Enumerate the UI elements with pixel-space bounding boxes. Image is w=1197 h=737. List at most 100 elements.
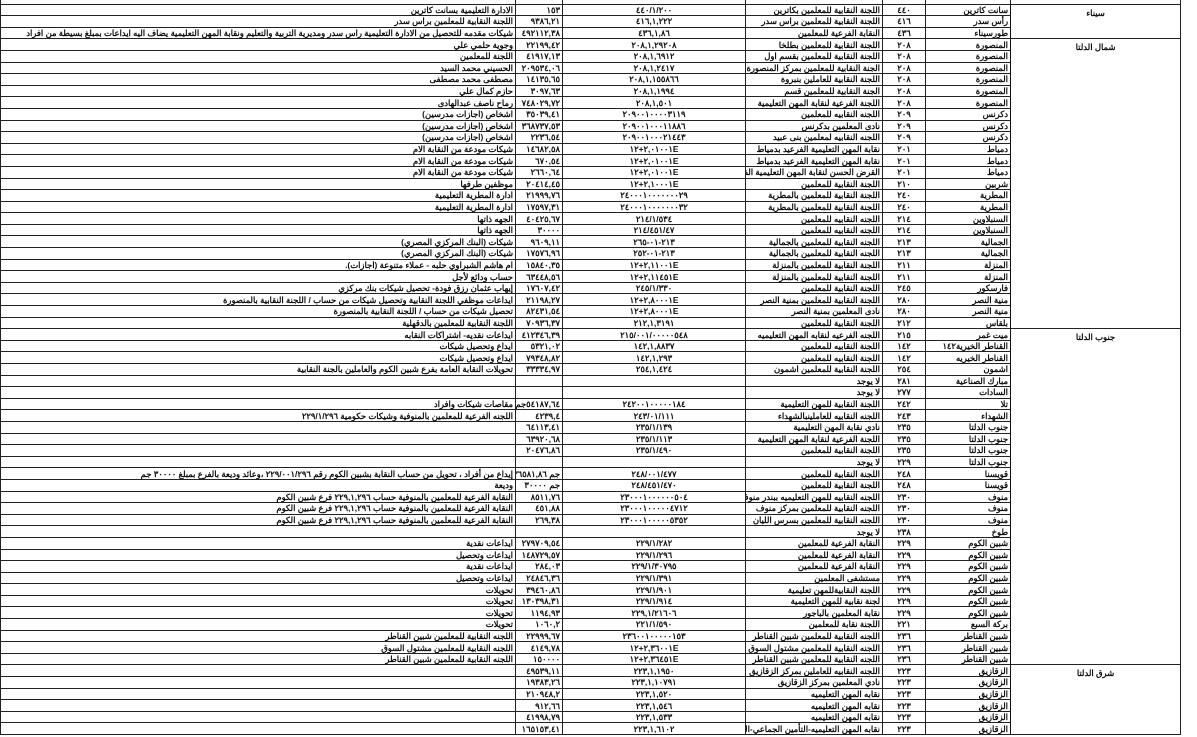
entity-name-cell: اللجنه النقابية للمعلمين بسرس الليان	[745, 513, 883, 527]
amount-cell: ٤١٩٩٨,٧٩	[515, 710, 563, 724]
city-cell: الزقازيق	[925, 687, 1011, 701]
description-cell	[0, 699, 516, 712]
account-number-cell: ٢١٣-٠١-٢٥٢	[562, 247, 746, 260]
code-cell: ٢٤٠	[882, 200, 926, 214]
account-number-cell: ٢,٣٦٤٥١E+١٢	[562, 652, 746, 666]
amount-cell: ٩٣٨٦,٢١	[515, 15, 563, 28]
table-row: المنصورة ٢٠٨ اللجنة النقابية للعاملين بنبر…	[0, 73, 1181, 86]
entity-name-cell: اللجنة النقابيه للمعلمين	[745, 339, 883, 353]
code-cell: ٢٤٨	[882, 467, 926, 480]
description-cell: ايداعات نقديه- اشتراكات النقابه	[0, 328, 516, 341]
description-cell	[0, 455, 516, 469]
code-cell: ٢٣٠	[882, 490, 926, 504]
amount-cell: ٢١١٩٨,٢٧	[515, 293, 563, 307]
entity-name-cell: نقابة المهن التعليمية الفرعيد بدمياط	[745, 154, 883, 167]
description-cell: مقاصات شيكات وافراد	[0, 397, 516, 411]
description-cell: النقابة الفرعية للمعلمين بالمنوفية حساب …	[0, 502, 516, 515]
code-cell: ٢٨١	[882, 374, 926, 388]
account-number-cell: ٢٠٩٠٠١٠٠٠٠٣١١٩	[562, 107, 746, 121]
city-cell: المطرية	[925, 189, 1011, 202]
entity-name-cell: نقابه المهن التعليميه-التأمين الجماعي-ال…	[745, 722, 883, 735]
account-number-cell: ٤١٦,١,٢٢٢	[562, 15, 746, 28]
description-cell: ادارة المطرية التعليمية	[0, 189, 516, 202]
entity-name-cell: نادي نقابة المهن التعليمية	[745, 420, 883, 434]
account-number-cell: ٢,١١٠٠١E+١٢	[562, 258, 746, 272]
code-cell: ٢٤٢	[882, 397, 926, 411]
table-row: السادات ٢٧٧ لا يوجد	[0, 386, 1181, 399]
city-cell: الشهداء	[925, 409, 1011, 422]
code-cell: ٢٠٩	[882, 107, 926, 121]
table-row: دمياط ٢٠١ نقابة المهن التعليمية الفرعيد بد…	[0, 142, 1181, 156]
description-cell: شيكات مودعة من النقابة الام	[0, 165, 516, 179]
city-cell: مبارك الصناعية	[925, 374, 1011, 388]
amount-cell: ١٤١٣٥,٦٥	[515, 73, 563, 86]
description-cell: تحويلات	[0, 583, 516, 596]
table-row: شربين ٢١٠ اللجنة النقابية للمعلمين ٢,١٠٠٠١E…	[0, 177, 1181, 191]
account-number-cell: ٢٢٩/١/٩١٤	[562, 594, 746, 608]
code-cell: ٢٣٥	[882, 420, 926, 434]
city-cell: الزقازيق	[925, 699, 1011, 712]
description-cell: تحصيل شيكات من حساب / اللجنة النقابية با…	[0, 305, 516, 318]
account-number-cell: ٢٠٨,١,٢٩٢٠٨	[562, 38, 746, 51]
description-cell	[0, 676, 516, 689]
city-cell: اشمون	[925, 363, 1011, 376]
code-cell: ٢٢٩	[882, 455, 926, 469]
city-cell: شبين الكوم	[925, 536, 1011, 550]
description-cell: موظفين طرفها	[0, 177, 516, 191]
city-cell: شبين الكوم	[925, 548, 1011, 562]
account-number-cell: ٢٢٩/١/٣٠٧٩٥	[562, 560, 746, 573]
region-cell: شمال الدلتا	[1010, 38, 1181, 330]
city-cell: دمياط	[925, 142, 1011, 156]
code-cell: ٢٥٤	[882, 363, 926, 376]
table-row: بلقاس ٢١٢ اللجنة النقابية للمعلمين ٢١٢,١,٣١…	[0, 316, 1181, 330]
table-row: شبين الكوم ٢٢٩ لجنة نقابية للمهن التعليمية…	[0, 594, 1181, 608]
amount-cell: ٧٩٣٤٨,٨٢	[515, 351, 563, 364]
city-cell: منية النصر	[925, 293, 1011, 307]
code-cell: ٢١١	[882, 270, 926, 283]
city-cell: شبين الكوم	[925, 571, 1011, 585]
account-number-cell	[562, 455, 746, 469]
code-cell: ٤١٦	[882, 15, 926, 28]
code-cell: ٢٢٩	[882, 536, 926, 550]
code-cell: ٢٢١	[882, 618, 926, 631]
table-row: قويسنا ٢٤٨ اللجنة النقابية للمعلمين ٢٤٨/٤٥١…	[0, 478, 1181, 492]
code-cell: ٢٠٩	[882, 131, 926, 144]
city-cell: الجمالية	[925, 247, 1011, 260]
account-number-cell: ٢١٤/١/٥٣٤	[562, 212, 746, 225]
code-cell: ٢٠٨	[882, 84, 926, 98]
description-cell: اللجنة النقابية للمعلمين براس سدر	[0, 15, 516, 28]
code-cell: ٢١٢	[882, 316, 926, 330]
code-cell: ٢٠٨	[882, 61, 926, 75]
amount-cell: ٢١٩٩٩,٧٦	[515, 189, 563, 202]
table-row: شبين القناطر ٢٣٦ اللجنه النقابية للمعلمين …	[0, 652, 1181, 666]
amount-cell: ٤١٢٣٤٦,٣٩	[515, 328, 563, 341]
code-cell: ٢٢٩	[882, 594, 926, 608]
description-cell	[0, 444, 516, 457]
code-cell: ٢٣٦	[882, 629, 926, 643]
amount-cell: ٢٦٦٠,٦٤	[515, 165, 563, 179]
account-number-cell: ١٤٢,١,٨٨٣٧	[562, 339, 746, 353]
account-number-cell: ٢٢٣,١,٦١٠٢	[562, 722, 746, 735]
city-cell: الزقازيق	[925, 722, 1011, 735]
code-cell: ٢١٥	[882, 328, 926, 341]
account-number-cell: ٢١٢,١,٣١٩١	[562, 316, 746, 330]
city-cell: شبين الكوم	[925, 606, 1011, 620]
account-number-cell: ٢٢٩/١/٢٩٦	[562, 548, 746, 562]
header-row	[0, 0, 1181, 5]
code-cell: ٢٠٨	[882, 38, 926, 51]
account-number-cell: ٢٠٩٠٠١٠٠٠١١٨٨٦	[562, 119, 746, 133]
account-number-cell: ٢,٠١٠٠١E+١٢	[562, 154, 746, 167]
account-number-cell: ٢,٠١٠٠١E+١٢	[562, 142, 746, 156]
city-cell: جنوب الدلتا	[925, 420, 1011, 434]
amount-cell: ٩١٢,٦٦	[515, 699, 563, 712]
city-cell: قويسنا	[925, 467, 1011, 480]
city-cell: شبين الكوم	[925, 583, 1011, 596]
table-row: شبين الكوم ٢٢٩ النقابة الفرعية للمعلمين ٢٢٩…	[0, 536, 1181, 550]
amount-cell: ٢٦٩,٣٨	[515, 513, 563, 527]
code-cell: ٢٢٩	[882, 548, 926, 562]
amount-cell: ٢٢٩٩٩,٦٧	[515, 629, 563, 643]
entity-name-cell: اللجنه النقابية للمعلمين شبين القناطر	[745, 629, 883, 643]
account-number-cell: ٢,٠١٠٠١E+١٢	[562, 165, 746, 179]
description-cell: إيهاب عثمان رزق فودة- تحصيل شيكات بنك مر…	[0, 281, 516, 295]
